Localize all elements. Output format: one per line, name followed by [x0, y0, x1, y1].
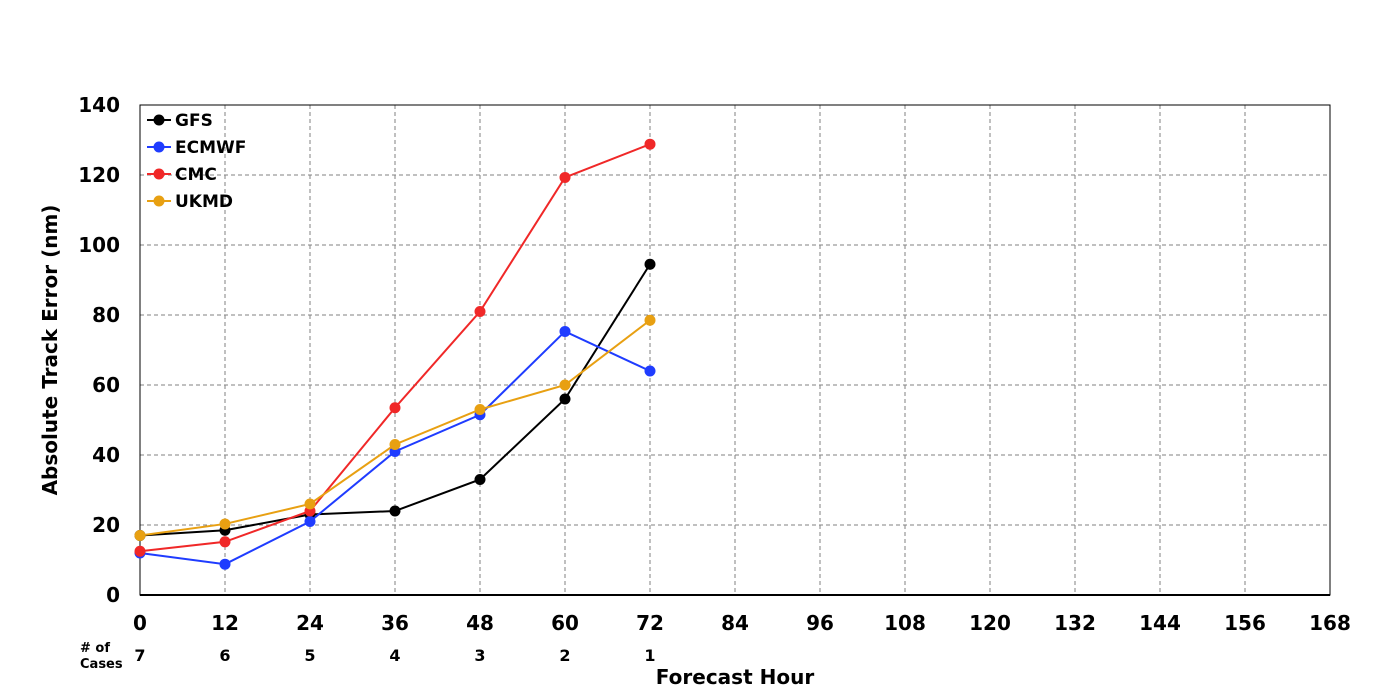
cases-label-line2: Cases [80, 657, 123, 672]
data-point [644, 138, 656, 150]
legend-label: CMC [175, 165, 217, 185]
data-point [559, 325, 571, 337]
data-point [559, 393, 571, 405]
data-point [304, 498, 316, 510]
data-point [474, 306, 486, 317]
legend-item-gfs: GFS [147, 111, 213, 131]
case-count: 7 [134, 646, 145, 665]
legend-label: UKMD [175, 192, 233, 212]
data-point [389, 402, 401, 414]
series-cmc [134, 138, 656, 557]
data-point [474, 474, 486, 485]
y-tick-label: 60 [92, 373, 120, 397]
y-tick-label: 120 [78, 163, 120, 187]
legend-item-cmc: CMC [147, 165, 217, 185]
series-ukmd [134, 314, 656, 541]
y-tick-label: 0 [106, 583, 120, 607]
y-tick-label: 80 [92, 303, 120, 327]
grid-lines [140, 105, 1330, 596]
y-tick-label: 140 [78, 93, 120, 117]
x-tick-label: 108 [884, 611, 926, 635]
y-tick-labels: 0 20 40 60 80 100 120 140 [78, 93, 120, 607]
x-tick-label: 120 [969, 611, 1011, 635]
legend-marker [153, 141, 165, 153]
data-point [559, 379, 571, 391]
x-tick-label: 48 [466, 611, 494, 635]
case-count: 5 [304, 646, 315, 665]
data-point [134, 530, 146, 541]
y-axis-label: Absolute Track Error (nm) [38, 205, 62, 496]
cases-row: # of Cases 7 6 5 4 3 2 1 [80, 641, 656, 672]
x-axis-label: Forecast Hour [656, 665, 815, 689]
legend-marker [153, 195, 165, 207]
data-point [219, 536, 231, 548]
x-tick-label: 24 [296, 611, 324, 635]
legend-label: ECMWF [175, 138, 246, 158]
x-tick-label: 168 [1309, 611, 1351, 635]
x-tick-label: 144 [1139, 611, 1181, 635]
legend-marker [153, 168, 165, 180]
case-count: 1 [644, 646, 655, 665]
case-count: 2 [559, 646, 570, 665]
data-point [644, 258, 656, 270]
x-tick-label: 12 [211, 611, 239, 635]
x-tick-label: 60 [551, 611, 579, 635]
data-point [474, 404, 486, 415]
data-point [219, 558, 231, 570]
data-point [134, 545, 146, 557]
x-tick-label: 0 [133, 611, 147, 635]
legend: GFS ECMWF CMC UKMD [147, 111, 246, 212]
x-tick-label: 156 [1224, 611, 1266, 635]
legend-marker [153, 114, 165, 126]
legend-item-ecmwf: ECMWF [147, 138, 246, 158]
x-tick-label: 36 [381, 611, 409, 635]
x-tick-labels: 0 12 24 36 48 60 72 84 96 108 120 132 144 156 168 [133, 611, 1351, 635]
data-point [219, 518, 231, 530]
x-tick-label: 84 [721, 611, 749, 635]
cases-label-line1: # of [80, 641, 110, 656]
legend-item-ukmd: UKMD [147, 192, 233, 212]
legend-label: GFS [175, 111, 213, 131]
data-point [389, 439, 401, 450]
y-tick-label: 20 [92, 513, 120, 537]
y-tick-label: 100 [78, 233, 120, 257]
data-point [559, 171, 571, 183]
series-layer [134, 138, 656, 570]
case-count: 3 [474, 646, 485, 665]
case-count: 4 [389, 646, 400, 665]
x-tick-label: 96 [806, 611, 834, 635]
x-tick-label: 132 [1054, 611, 1096, 635]
data-point [644, 365, 656, 377]
case-count: 6 [219, 646, 230, 665]
data-point [304, 516, 316, 527]
data-point [389, 505, 401, 517]
y-tick-label: 40 [92, 443, 120, 467]
data-point [644, 314, 656, 326]
x-tick-label: 72 [636, 611, 664, 635]
plot-frame [139, 104, 1331, 596]
